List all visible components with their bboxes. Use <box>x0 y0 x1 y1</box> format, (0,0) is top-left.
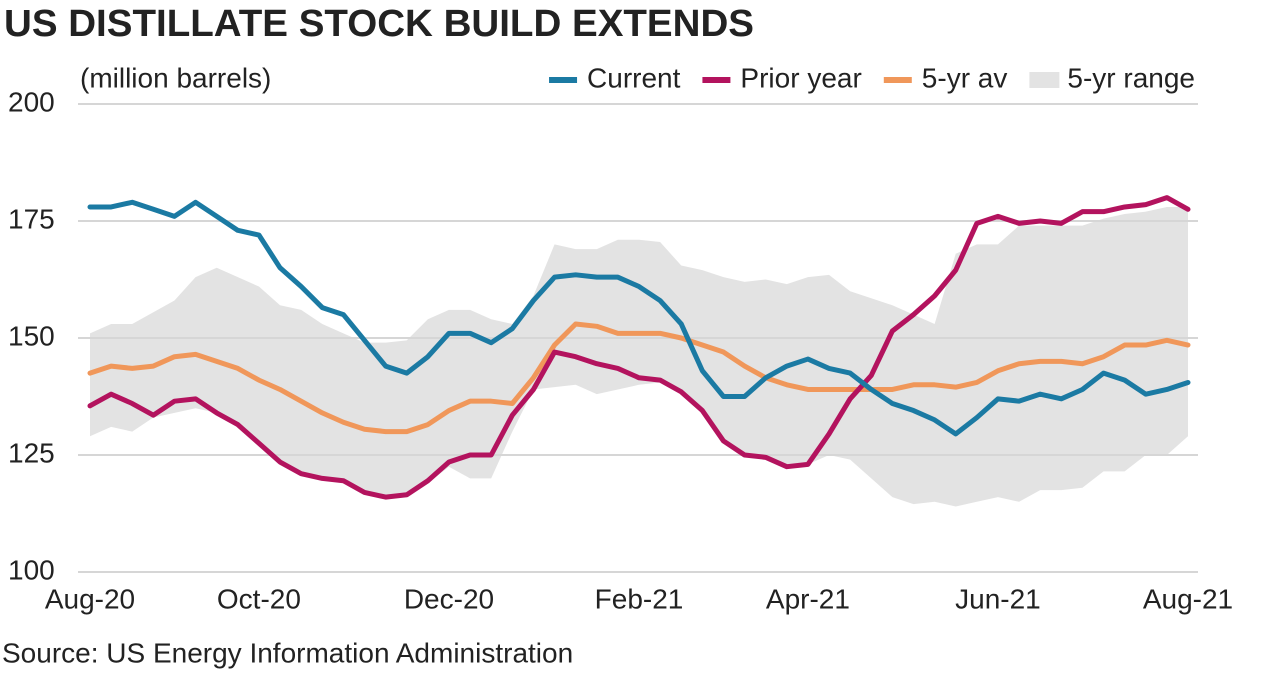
x-tick-label: Feb-21 <box>595 583 684 614</box>
y-axis-label: (million barrels) <box>80 62 271 93</box>
data-line <box>87 195 1191 500</box>
data-line <box>87 199 1191 437</box>
y-tick-label: 150 <box>8 320 55 351</box>
legend-label: 5-yr av <box>922 62 1008 93</box>
legend-label: Current <box>587 62 681 93</box>
legend: 5-yr range 5-yr av Prior year Current <box>549 62 1195 93</box>
x-tick-label: Oct-20 <box>217 583 301 614</box>
source: Source: US Energy Information Administra… <box>2 637 573 668</box>
y-tick-label: 200 <box>8 86 55 117</box>
y-tick-label: 125 <box>8 437 55 468</box>
grid-layer <box>78 103 1198 573</box>
legend-label: Prior year <box>740 62 861 93</box>
range-band <box>90 206 1188 507</box>
band-layer <box>90 206 1188 507</box>
legend-swatch <box>1029 72 1060 88</box>
y-tick-label: 175 <box>8 203 55 234</box>
y-tick-label: 100 <box>8 554 55 585</box>
chart-title: US DISTILLATE STOCK BUILD EXTENDS <box>4 3 754 45</box>
x-tick-label: Apr-21 <box>766 583 850 614</box>
x-tick-label: Aug-21 <box>1143 583 1233 614</box>
legend-label: 5-yr range <box>1067 62 1195 93</box>
line-layer <box>87 195 1191 500</box>
data-line <box>87 321 1191 435</box>
x-tick-label: Dec-20 <box>404 583 494 614</box>
x-tick-label: Jun-21 <box>955 583 1041 614</box>
x-tick-label: Aug-20 <box>45 583 135 614</box>
